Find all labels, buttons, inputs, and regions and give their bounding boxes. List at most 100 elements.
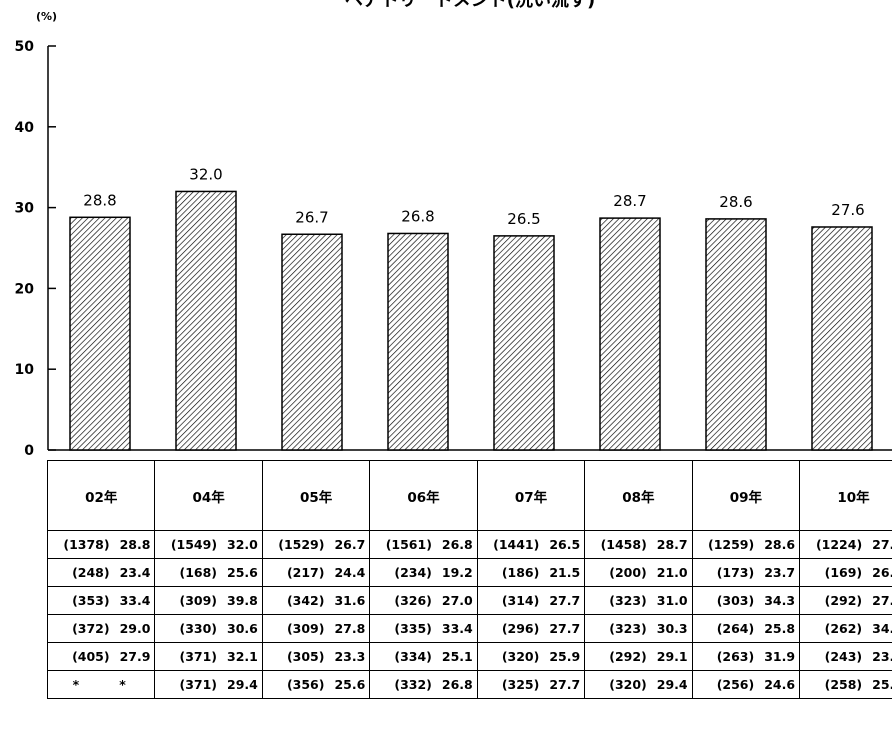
percentage-value: 25.6	[334, 677, 366, 692]
table-cell: (296) 27.7	[476, 614, 586, 643]
table-cell: (200) 21.0	[584, 558, 693, 587]
percentage-value: 23.4	[119, 565, 151, 580]
percentage-value: 25.8	[764, 621, 796, 636]
table-cell: (217) 24.4	[261, 558, 371, 587]
sample-size: (248)	[72, 565, 110, 580]
table-row: * * (371) 29.4 (356) 25.6 (332) 26.8 (325) 27.7 (3…	[46, 670, 892, 699]
table-cell: (248) 23.4	[46, 558, 156, 587]
percentage-value: 28.8	[119, 537, 151, 552]
sample-size: (323)	[609, 621, 647, 636]
y-tick-label: 10	[15, 362, 35, 378]
percentage-value: 34.7	[872, 621, 892, 636]
table-header-cell: 10年	[799, 460, 892, 531]
percentage-value: 33.4	[119, 593, 151, 608]
percentage-value: 25.9	[549, 649, 581, 664]
percentage-value: 30.3	[656, 621, 688, 636]
sample-size: (296)	[501, 621, 540, 636]
table-row: (248) 23.4 (168) 25.6 (217) 24.4 (234) 19.2 (186…	[46, 558, 892, 587]
table-cell: (1378) 28.8	[46, 530, 156, 559]
percentage-value: 27.7	[872, 593, 892, 608]
table-cell: (405) 27.9	[46, 642, 156, 671]
sample-size: (334)	[394, 649, 432, 664]
percentage-value: 26.6	[872, 565, 892, 580]
sample-size: (371)	[179, 677, 218, 692]
y-tick-label: 20	[15, 281, 35, 297]
table-header-cell: 05年	[261, 460, 371, 531]
chart-title: ヘアトリートメント(洗い流す)	[344, 0, 596, 11]
bar-09年	[705, 218, 767, 451]
percentage-value: 26.5	[549, 537, 581, 552]
sample-size: (292)	[824, 593, 863, 608]
percentage-value: 19.2	[441, 565, 473, 580]
sample-size: (169)	[824, 565, 863, 580]
bar-02年	[69, 216, 131, 451]
y-axis-unit: (%)	[36, 10, 58, 23]
sample-size: (330)	[179, 621, 218, 636]
sample-size: (263)	[716, 649, 755, 664]
table-cell: (309) 27.8	[261, 614, 371, 643]
percentage-value: 31.6	[334, 593, 366, 608]
table-cell: (314) 27.7	[476, 586, 586, 615]
table-cell: (353) 33.4	[46, 586, 156, 615]
sample-size: (168)	[179, 565, 218, 580]
sample-size: (1441)	[493, 537, 540, 552]
bar-07年	[493, 235, 555, 451]
bar-chart: 0 10 20 30 40 50 28.8 32.0 26.7 26.8 26.5 28.7 28.6…	[15, 39, 892, 459]
y-tick-label: 40	[15, 120, 35, 136]
percentage-value: 23.0	[872, 649, 892, 664]
sample-size: (1259)	[708, 537, 755, 552]
percentage-value: 26.7	[334, 537, 366, 552]
table-cell: (320) 25.9	[476, 642, 586, 671]
sample-size: (305)	[286, 649, 325, 664]
sample-size: (1529)	[278, 537, 325, 552]
sample-size: (326)	[394, 593, 432, 608]
table-header-row: 02年 04年 05年 06年 07年 08年 09年 10年	[46, 460, 892, 531]
table-cell: (1458) 28.7	[584, 530, 693, 559]
percentage-value: 25.2	[872, 677, 892, 692]
percentage-value: 30.6	[227, 621, 258, 636]
table-cell: (334) 25.1	[369, 642, 478, 671]
table-header-cell: 08年	[584, 460, 693, 531]
table-cell: (372) 29.0	[46, 614, 156, 643]
table-cell: (1224) 27.6	[799, 530, 892, 559]
table-cell: (332) 26.8	[369, 670, 478, 699]
percentage-value: 23.7	[764, 565, 796, 580]
sample-size: (325)	[501, 677, 540, 692]
sample-size: (342)	[286, 593, 325, 608]
table-cell: (309) 39.8	[154, 586, 263, 615]
percentage-value: 29.0	[119, 621, 151, 636]
table-cell: (323) 30.3	[584, 614, 693, 643]
sample-size: (262)	[824, 621, 863, 636]
bar-value-label: 26.7	[295, 208, 328, 226]
sample-size: (264)	[716, 621, 755, 636]
sample-size: (356)	[286, 677, 325, 692]
percentage-value: 27.7	[549, 621, 581, 636]
table-cell: (1529) 26.7	[261, 530, 371, 559]
sample-size: (371)	[179, 649, 218, 664]
sample-size: (217)	[286, 565, 325, 580]
table-cell: (303) 34.3	[691, 586, 801, 615]
y-tick-label: 0	[24, 443, 34, 459]
table-cell: (326) 27.0	[369, 586, 478, 615]
table-cell: (264) 25.8	[691, 614, 801, 643]
table-cell: (263) 31.9	[691, 642, 801, 671]
percentage-value: 26.8	[441, 677, 473, 692]
percentage-value: 31.9	[764, 649, 796, 664]
table-header-cell: 02年	[46, 460, 156, 531]
table-cell: * *	[46, 670, 156, 699]
sample-size: (335)	[394, 621, 432, 636]
table-cell: (1549) 32.0	[154, 530, 263, 559]
table-cell: (320) 29.4	[584, 670, 693, 699]
table-row: (405) 27.9 (371) 32.1 (305) 23.3 (334) 25.1 (320…	[46, 642, 892, 671]
percentage-value: 28.7	[656, 537, 688, 552]
sample-size: (332)	[394, 677, 432, 692]
table-cell: (342) 31.6	[261, 586, 371, 615]
bar-04年	[175, 190, 237, 451]
percentage-value: 25.1	[441, 649, 473, 664]
table-cell: (371) 29.4	[154, 670, 263, 699]
percentage-value: 32.0	[227, 537, 258, 552]
bar-value-label: 28.8	[83, 191, 116, 209]
sample-size: (320)	[501, 649, 540, 664]
percentage-value: 25.6	[227, 565, 258, 580]
sample-size: (405)	[72, 649, 110, 664]
